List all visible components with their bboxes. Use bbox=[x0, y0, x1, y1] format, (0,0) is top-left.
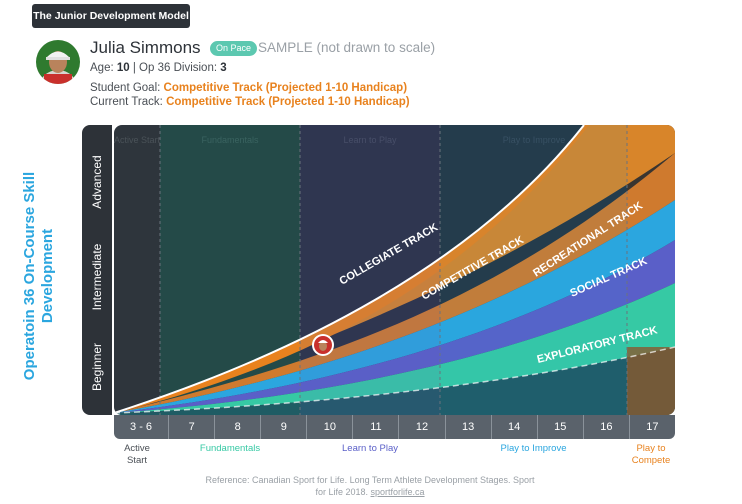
stage-fundamentals: Fundamentals bbox=[199, 443, 261, 454]
goal-label: Student Goal: bbox=[90, 82, 161, 94]
age-cell: 17 bbox=[646, 421, 659, 433]
sample-note: SAMPLE (not drawn to scale) bbox=[258, 40, 436, 55]
faded-label-fundamentals: Fundamentals bbox=[201, 135, 259, 145]
age-division-line: Age: 10 | Op 36 Division: 3 bbox=[90, 62, 227, 74]
track-chart-svg: Active Start Fundamentals Learn to Play … bbox=[114, 125, 675, 415]
student-position-marker[interactable] bbox=[312, 334, 334, 356]
stage-play-to-improve: Play to Improve bbox=[500, 443, 567, 454]
goal-value: Competitive Track (Projected 1-10 Handic… bbox=[163, 82, 408, 94]
reference-text: Reference: Canadian Sport for Life. Long… bbox=[205, 475, 535, 497]
social-track-band bbox=[114, 240, 675, 413]
faded-label-play-to-improve: Play to Improve bbox=[503, 135, 566, 145]
age-value: 10 bbox=[116, 62, 130, 74]
age-cell: 14 bbox=[492, 415, 538, 439]
stage-active-start: Active Start bbox=[124, 443, 150, 466]
lower-region bbox=[114, 347, 675, 415]
development-chart: Active Start Fundamentals Learn to Play … bbox=[114, 125, 675, 415]
status-badge: On Pace bbox=[210, 41, 258, 56]
stage-learn-to-play: Learn to Play bbox=[342, 443, 398, 454]
collegiate-line bbox=[114, 125, 585, 414]
age-cell: 15 bbox=[538, 415, 584, 439]
stage-bg-fundamentals bbox=[160, 125, 300, 415]
y-axis-title: Operatoin 36 On-Course Skill Development bbox=[21, 171, 56, 381]
age-cell: 3 - 6 bbox=[114, 415, 170, 439]
faded-label-active-start: Active Start bbox=[114, 135, 161, 145]
reference-note: Reference: Canadian Sport for Life. Long… bbox=[200, 474, 540, 498]
stage-bg-active-start bbox=[114, 125, 160, 415]
age-axis: 3 - 6 7 8 9 10 11 12 13 14 15 16 17 bbox=[114, 415, 675, 439]
student-name: Julia Simmons bbox=[90, 38, 201, 57]
age-cell: 9 bbox=[261, 415, 308, 439]
level-beginner: Beginner bbox=[90, 342, 104, 392]
age-label: Age: bbox=[90, 62, 114, 74]
age-cell: 16 bbox=[584, 415, 630, 439]
age-cell: 11 bbox=[353, 415, 400, 439]
compete-lower-region bbox=[627, 347, 675, 415]
skill-level-axis: Advanced Intermediate Beginner bbox=[82, 125, 112, 415]
play-to-improve-tint bbox=[440, 125, 627, 415]
age-cell: 7 bbox=[169, 415, 216, 439]
student-avatar bbox=[36, 40, 80, 84]
stage-play-to-compete: Play to Compete bbox=[631, 443, 671, 466]
baseline-dashed bbox=[114, 346, 675, 414]
age-cell: 12 bbox=[399, 415, 446, 439]
collegiate-track-band bbox=[114, 125, 675, 413]
current-value: Competitive Track (Projected 1-10 Handic… bbox=[166, 96, 410, 108]
faded-label-learn-to-play: Learn to Play bbox=[343, 135, 397, 145]
age-cell: 13 bbox=[446, 415, 492, 439]
current-track-line: Current Track: Competitive Track (Projec… bbox=[90, 96, 410, 108]
division-label: | Op 36 Division: bbox=[132, 62, 218, 74]
age-cell: 10 bbox=[307, 415, 354, 439]
division-value: 3 bbox=[220, 62, 227, 74]
exploratory-track-band bbox=[114, 283, 675, 413]
student-goal-line: Student Goal: Competitive Track (Project… bbox=[90, 82, 407, 94]
current-label: Current Track: bbox=[90, 96, 163, 108]
reference-link[interactable]: sportforlife.ca bbox=[370, 487, 425, 497]
model-title-badge: The Junior Development Model bbox=[32, 4, 190, 28]
age-cell: 8 bbox=[215, 415, 262, 439]
learn-to-play-tint bbox=[300, 125, 440, 415]
